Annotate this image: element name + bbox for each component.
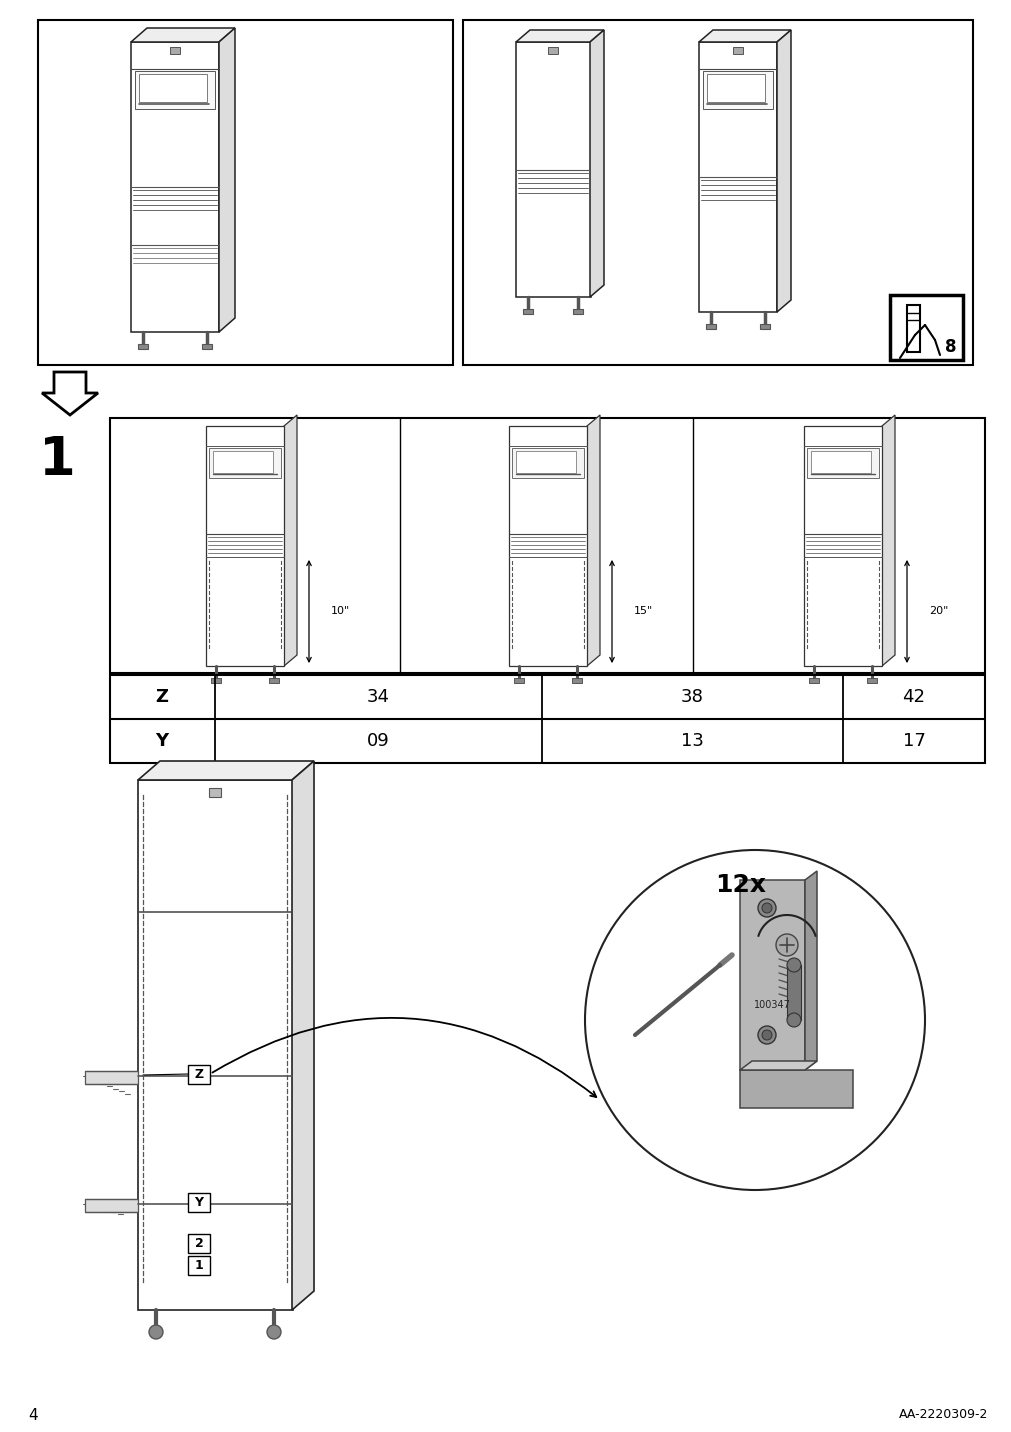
Bar (110, 418, 984, 673)
Bar (269, 677, 279, 683)
Bar (137, 344, 148, 349)
Polygon shape (292, 760, 313, 1310)
Bar (130, 42, 218, 332)
Bar (707, 74, 764, 102)
Text: 09: 09 (366, 732, 389, 750)
Bar (706, 324, 716, 329)
Bar (571, 677, 581, 683)
Text: AA-2220309-2: AA-2220309-2 (898, 1409, 987, 1422)
Bar (209, 788, 220, 798)
Bar (703, 72, 772, 109)
Polygon shape (699, 30, 791, 42)
Bar (38, 20, 453, 365)
Bar (787, 965, 801, 1020)
Polygon shape (739, 1061, 816, 1070)
Circle shape (149, 1325, 163, 1339)
Circle shape (584, 851, 924, 1190)
Polygon shape (589, 30, 604, 296)
Text: 100347: 100347 (753, 1000, 790, 1010)
Text: Y: Y (194, 1196, 203, 1209)
Polygon shape (739, 881, 804, 1070)
Bar (516, 42, 590, 296)
Text: Z: Z (194, 1068, 203, 1081)
Bar (699, 42, 776, 312)
Text: 20": 20" (928, 607, 947, 617)
Text: 1: 1 (194, 1259, 203, 1272)
Bar (134, 72, 214, 109)
Polygon shape (137, 760, 313, 780)
Text: 2: 2 (194, 1237, 203, 1250)
Bar (810, 451, 870, 473)
Bar (866, 677, 877, 683)
Polygon shape (516, 30, 604, 42)
Circle shape (761, 904, 771, 914)
Bar (523, 309, 533, 314)
Bar (188, 1065, 210, 1084)
Text: 34: 34 (366, 687, 389, 706)
Bar (509, 425, 586, 666)
Bar (514, 677, 524, 683)
Bar (803, 425, 882, 666)
Bar (85, 1071, 137, 1084)
Polygon shape (130, 29, 235, 42)
Text: 4: 4 (28, 1408, 37, 1422)
Bar (759, 324, 769, 329)
Bar (170, 47, 180, 54)
Polygon shape (776, 30, 791, 312)
Bar (516, 451, 575, 473)
Text: 38: 38 (679, 687, 703, 706)
Bar (206, 425, 284, 666)
Polygon shape (218, 29, 235, 332)
Bar (202, 344, 211, 349)
Circle shape (757, 899, 775, 916)
Text: 42: 42 (902, 687, 925, 706)
Polygon shape (804, 871, 816, 1070)
Circle shape (757, 1025, 775, 1044)
Bar (85, 1199, 137, 1211)
Circle shape (775, 934, 798, 957)
Text: 8: 8 (944, 338, 956, 357)
Circle shape (761, 1030, 771, 1040)
Text: Y: Y (156, 732, 169, 750)
Polygon shape (586, 415, 600, 666)
Bar (188, 1234, 210, 1253)
Text: 15": 15" (633, 607, 653, 617)
Bar (572, 309, 582, 314)
Bar (188, 1256, 210, 1274)
Bar (137, 780, 293, 1310)
Bar (209, 448, 281, 478)
Text: Z: Z (156, 687, 168, 706)
Polygon shape (882, 415, 894, 666)
Text: 13: 13 (679, 732, 703, 750)
Bar (463, 20, 972, 365)
Bar (139, 74, 207, 102)
Bar (512, 448, 583, 478)
Text: 12x: 12x (715, 874, 765, 896)
Bar (806, 448, 879, 478)
Bar (212, 451, 273, 473)
Polygon shape (739, 1070, 852, 1108)
Bar (210, 677, 220, 683)
Polygon shape (42, 372, 98, 415)
Text: 1: 1 (38, 434, 75, 485)
Text: 10": 10" (331, 607, 350, 617)
Polygon shape (284, 415, 296, 666)
Bar (548, 47, 557, 54)
Text: 17: 17 (902, 732, 924, 750)
Bar (889, 295, 962, 359)
Circle shape (787, 1012, 801, 1027)
Circle shape (787, 958, 801, 972)
Bar (188, 1193, 210, 1211)
Bar (732, 47, 742, 54)
Bar (110, 674, 984, 763)
Polygon shape (906, 305, 919, 352)
Circle shape (267, 1325, 281, 1339)
Bar (808, 677, 818, 683)
